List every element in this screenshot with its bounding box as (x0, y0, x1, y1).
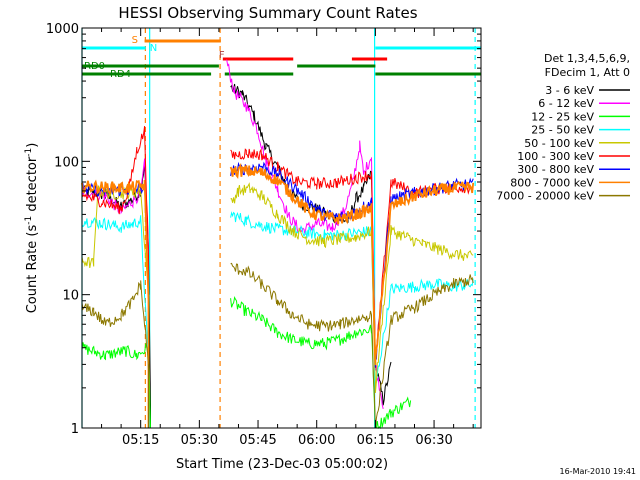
y-tick-label: 10 (62, 289, 79, 304)
y-tick-label: 1000 (46, 22, 79, 37)
y-axis-label-end: ) (25, 143, 40, 148)
legend-label: 25 - 50 keV (531, 124, 594, 137)
chart-title: HESSI Observing Summary Count Rates (118, 4, 417, 22)
flare-label: F (219, 50, 225, 61)
y-axis-label: Count Rate (s-1 detector-1) (24, 143, 40, 314)
legend-label: 3 - 6 keV (545, 84, 594, 97)
event-markers: S N F RD0 RD4 (81, 28, 481, 428)
legend-label: 800 - 7000 keV (510, 176, 594, 189)
rd0-label: RD0 (84, 61, 105, 72)
legend-label: 300 - 800 keV (517, 163, 594, 176)
legend-label: 7000 - 20000 keV (496, 190, 594, 203)
axes: 1 10 100 1000 05:15 05:30 05:45 06:00 06:15 06:30 (46, 22, 481, 448)
footer-date: 16-Mar-2010 19:41 (560, 467, 637, 476)
x-tick-label: 06:30 (415, 433, 452, 448)
y-axis-label-main: Count Rate (s (25, 225, 40, 314)
x-tick-label: 06:00 (298, 433, 335, 448)
legend-label: 6 - 12 keV (538, 97, 594, 110)
y-tick-label: 1 (71, 422, 79, 437)
x-tick-label: 05:45 (239, 433, 276, 448)
saa-label: S (132, 35, 138, 46)
plot-frame (81, 27, 482, 429)
x-tick-label: 05:30 (181, 433, 218, 448)
legend-label: 12 - 25 keV (531, 110, 594, 123)
legend-label: 100 - 300 keV (517, 150, 594, 163)
y-axis-label-sup1: -1 (24, 216, 34, 225)
series-lines (81, 59, 475, 430)
legend-label: 50 - 100 keV (524, 137, 594, 150)
legend: Det 1,3,4,5,6,9, FDecim 1, Att 0 3 - 6 k… (496, 52, 630, 203)
x-tick-label: 06:15 (357, 433, 394, 448)
x-tick-label: 05:15 (122, 433, 159, 448)
rd4-label: RD4 (110, 69, 131, 80)
x-axis-label: Start Time (23-Dec-03 05:00:02) (176, 457, 388, 472)
legend-header-line-2: FDecim 1, Att 0 (545, 66, 630, 79)
y-axis-label-sup2: -1 (24, 148, 34, 157)
legend-header-line-1: Det 1,3,4,5,6,9, (544, 52, 630, 65)
night-label: N (150, 43, 157, 54)
y-axis-label-mid: detector (25, 156, 40, 216)
series-9-line (81, 262, 474, 429)
y-tick-label: 100 (54, 155, 79, 170)
